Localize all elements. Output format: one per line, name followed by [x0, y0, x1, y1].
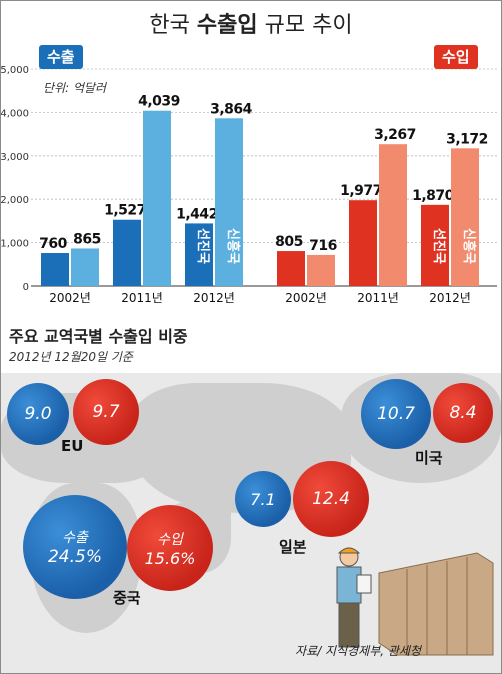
- x-tick-label: 2002년: [49, 291, 91, 305]
- x-tick-label: 2011년: [121, 291, 163, 305]
- japan-export-circle: 7.1: [235, 471, 291, 527]
- bar-value-label: 865: [73, 231, 101, 247]
- eu-label: EU: [61, 437, 84, 455]
- import-tag: 수입: [434, 45, 478, 69]
- bar-value-label: 760: [39, 236, 67, 252]
- usa-export-value: 10.7: [377, 404, 415, 424]
- china-export-label: 수출: [62, 530, 88, 546]
- china-import-circle: 수입 15.6%: [127, 505, 213, 591]
- bar-value-label: 1,977: [340, 183, 382, 199]
- usa-label: 미국: [415, 449, 443, 467]
- china-export-circle: 수출 24.5%: [23, 495, 127, 599]
- y-tick-label: 2,000: [1, 195, 29, 206]
- bar-import-1-0: [307, 254, 335, 286]
- y-tick-label: 1,000: [1, 239, 29, 250]
- china-import-value: 15.6%: [144, 548, 196, 568]
- bar-import-1-1: [379, 144, 407, 286]
- y-tick-label: 4,000: [1, 108, 29, 119]
- bar-value-label: 716: [309, 238, 337, 254]
- bar-import-0-1: [349, 200, 377, 286]
- japan-label: 일본: [279, 538, 307, 556]
- eu-import-circle: 9.7: [73, 379, 139, 445]
- eu-import-value: 9.7: [92, 402, 120, 422]
- series-name-label: 선진국: [431, 228, 447, 264]
- bar-export-0-0: [41, 253, 69, 286]
- trade-bar-chart: 5,000 4,000 3,000 2,000 1,000 0 760 865 2002년 1,5…: [1, 65, 497, 305]
- page-title: 한국 수출입 규모 추이: [1, 7, 501, 39]
- bar-export-0-1: [113, 219, 141, 286]
- japan-import-circle: 12.4: [293, 461, 369, 537]
- world-map-panel: 9.0 9.7 EU 10.7 8.4 미국 7.1 12.4 일본 수출 24…: [1, 373, 501, 673]
- x-tick-label: 2012년: [429, 291, 471, 305]
- title-prefix: 한국: [149, 13, 197, 38]
- usa-import-circle: 8.4: [433, 383, 493, 443]
- usa-import-value: 8.4: [449, 403, 477, 423]
- bar-export-0-2: [185, 223, 213, 286]
- bar-import-0-0: [277, 251, 305, 286]
- x-tick-label: 2002년: [285, 291, 327, 305]
- series-name-label: 신흥국: [461, 228, 477, 264]
- japan-export-value: 7.1: [250, 489, 276, 509]
- eu-export-value: 9.0: [24, 404, 52, 424]
- eu-export-circle: 9.0: [7, 383, 69, 445]
- series-name-label: 선진국: [195, 228, 211, 264]
- usa-export-circle: 10.7: [361, 379, 431, 449]
- bar-import-1-2: [451, 148, 479, 286]
- worker-illustration: [336, 547, 494, 656]
- section-date: 2012년 12월20일 기준: [9, 350, 133, 364]
- bar-value-label: 1,527: [104, 203, 146, 219]
- series-name-label: 신흥국: [225, 228, 241, 264]
- x-tick-label: 2012년: [193, 291, 235, 305]
- bar-export-1-0: [71, 248, 99, 286]
- bar-value-label: 4,039: [138, 94, 180, 110]
- bar-value-label: 1,870: [412, 188, 455, 204]
- bar-import-0-2: [421, 204, 449, 286]
- x-tick-label: 2011년: [357, 291, 399, 305]
- china-export-value: 24.5%: [47, 547, 102, 567]
- china-import-label: 수입: [157, 531, 183, 548]
- title-suffix: 규모 추이: [257, 13, 353, 38]
- section-title: 주요 교역국별 수출입 비중: [9, 327, 188, 346]
- y-tick-label: 0: [23, 282, 29, 293]
- bar-value-label: 3,267: [374, 127, 416, 143]
- export-tag: 수출: [39, 45, 83, 69]
- y-tick-label: 3,000: [1, 152, 29, 163]
- bar-value-label: 1,442: [176, 206, 218, 222]
- y-tick-label: 5,000: [1, 65, 29, 76]
- bar-value-label: 805: [275, 234, 303, 250]
- bar-export-1-1: [143, 110, 171, 286]
- china-label: 중국: [113, 589, 141, 607]
- source-note: 자료/ 지식경제부, 관세청: [295, 644, 421, 658]
- japan-import-value: 12.4: [312, 489, 350, 509]
- title-bold: 수출입: [196, 13, 258, 38]
- unit-label: 단위: 억달러: [43, 81, 107, 95]
- bar-value-label: 3,864: [210, 101, 253, 117]
- bar-export-1-2: [215, 118, 243, 286]
- bar-value-label: 3,172: [446, 131, 488, 147]
